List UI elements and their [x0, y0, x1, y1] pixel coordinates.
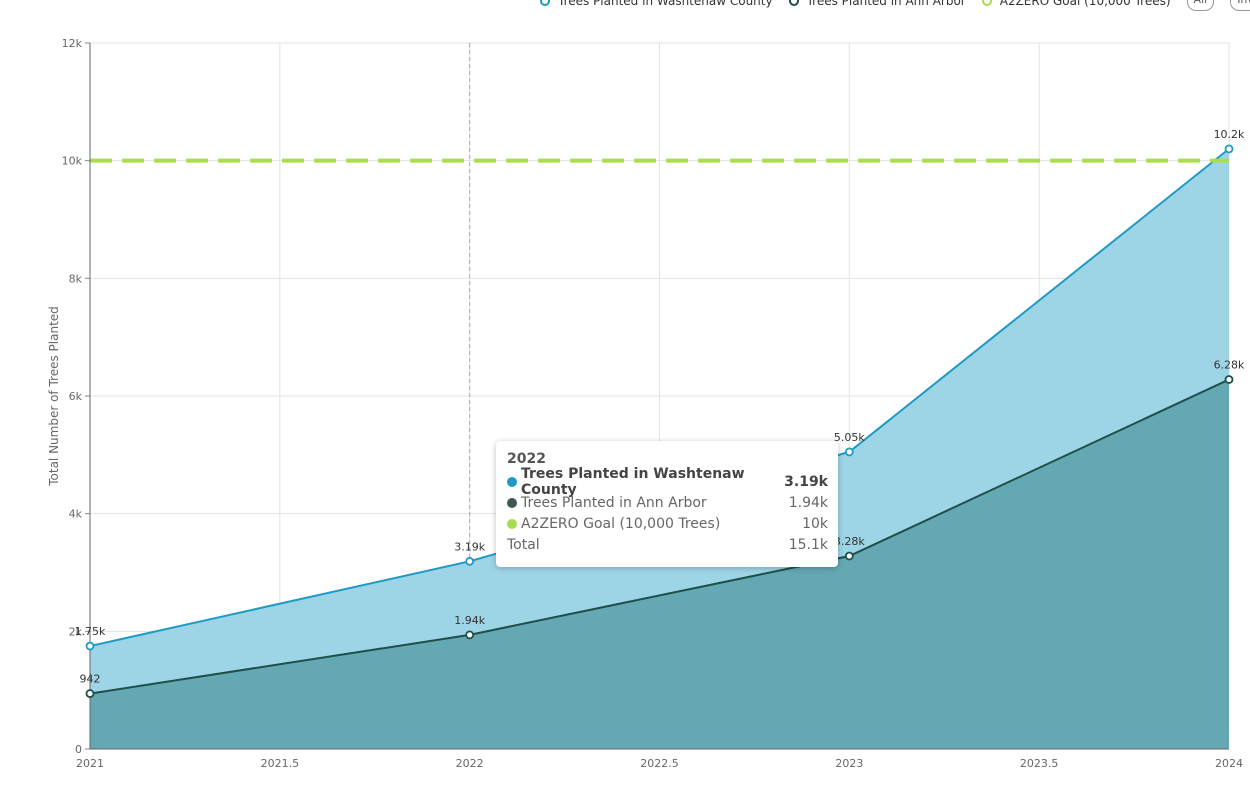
point-washtenaw [85, 641, 95, 651]
tooltip-value-ann-arbor: 1.94k [788, 494, 828, 511]
point-ann-arbor [465, 630, 475, 640]
y-tick-label: 6k [69, 390, 83, 403]
tooltip-row-ann-arbor: Trees Planted in Ann Arbor 1.94k [507, 492, 828, 513]
tooltip-row-washtenaw: Trees Planted in Washtenaw County 3.19k [507, 466, 828, 498]
tooltip-label-goal: A2ZERO Goal (10,000 Trees) [521, 515, 721, 532]
data-label-washtenaw: 5.05k [834, 431, 865, 444]
y-tick-label: 4k [69, 508, 83, 521]
x-tick-label: 2022.5 [640, 757, 679, 770]
data-label-washtenaw: 1.75k [75, 625, 106, 638]
tooltip-title: 2022 [507, 451, 546, 467]
tooltip-label-ann-arbor: Trees Planted in Ann Arbor [521, 494, 707, 511]
legend-item-ann-arbor[interactable]: Trees Planted in Ann Arbor [788, 0, 966, 8]
data-label-washtenaw: 10.2k [1214, 128, 1245, 141]
tooltip-dot-ann-arbor [507, 497, 517, 508]
area-ann-arbor [90, 379, 1229, 749]
point-washtenaw [844, 447, 854, 457]
line-ann-arbor [89, 378, 1230, 695]
x-tick-label: 2023 [835, 757, 863, 770]
legend-item-goal[interactable]: A2ZERO Goal (10,000 Trees) [981, 0, 1171, 8]
point-washtenaw [465, 556, 475, 566]
x-tick-label: 2021 [76, 757, 104, 770]
legend-marker-ann-arbor [788, 0, 799, 6]
tooltip-total-label: Total [507, 536, 540, 553]
x-tick-label: 2024 [1215, 757, 1243, 770]
y-tick-label: 12k [62, 37, 83, 50]
tooltip-row-total: Total 15.1k [507, 534, 828, 555]
y-tick-label: 10k [62, 155, 83, 168]
point-ann-arbor [1224, 375, 1234, 384]
data-label-washtenaw: 3.19k [454, 540, 485, 553]
x-tick-label: 2021.5 [261, 757, 300, 770]
tooltip-total-value: 15.1k [788, 536, 828, 553]
axes: 2021 2021.5 2022 2022.5 2023 2023.5 2024 0 2k 4k 6… [62, 37, 1243, 770]
legend-label-goal: A2ZERO Goal (10,000 Trees) [999, 0, 1171, 8]
chart-legend: Trees Planted in Washtenaw County Trees … [540, 0, 1250, 11]
point-ann-arbor [844, 551, 854, 561]
data-label-ann-arbor: 6.28k [1214, 359, 1245, 372]
x-tick-label: 2023.5 [1020, 757, 1059, 770]
data-label-ann-arbor: 1.94k [454, 614, 485, 627]
tooltip-dot-goal [507, 518, 517, 529]
y-tick-label: 0 [75, 743, 82, 756]
legend-label-ann-arbor: Trees Planted in Ann Arbor [806, 0, 966, 8]
tooltip-dot-washtenaw [507, 476, 517, 487]
x-tick-label: 2022 [456, 757, 484, 770]
y-tick-label: 8k [69, 272, 83, 285]
data-label-ann-arbor: 3.28k [834, 535, 865, 548]
tooltip-label-washtenaw: Trees Planted in Washtenaw County [521, 465, 745, 498]
legend-label-washtenaw: Trees Planted in Washtenaw County [558, 0, 773, 8]
legend-marker-goal [981, 0, 992, 6]
area-fills [90, 148, 1229, 749]
point-washtenaw [1224, 144, 1234, 154]
tooltip-value-goal: 10k [802, 515, 828, 532]
data-label-ann-arbor: 942 [80, 673, 101, 686]
legend-marker-washtenaw [540, 0, 550, 6]
y-axis-title: Total Number of Trees Planted [47, 306, 61, 487]
data-points: 1.75k 3.19k 5.05k 10.2k 942 1.94k 3.28k 6.28k [75, 128, 1245, 698]
legend-item-washtenaw[interactable]: Trees Planted in Washtenaw County [540, 0, 773, 8]
tooltip-value-washtenaw: 3.19k [784, 473, 828, 490]
y-tick-label: 2k [69, 625, 83, 638]
legend-inverse-button[interactable]: Inv [1230, 0, 1250, 11]
tooltip-row-goal: A2ZERO Goal (10,000 Trees) 10k [507, 513, 828, 534]
tooltip: 2022 Trees Planted in Washtenaw County 3… [496, 441, 838, 567]
point-ann-arbor [85, 689, 95, 698]
